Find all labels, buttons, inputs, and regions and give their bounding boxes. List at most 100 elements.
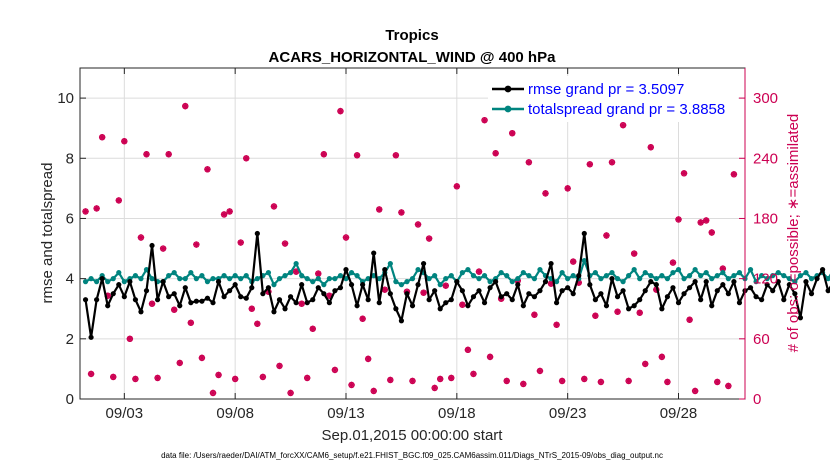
totalspread-point — [287, 270, 294, 276]
rmse-point — [188, 300, 194, 306]
rmse-point — [764, 282, 770, 288]
totalspread-point — [243, 273, 249, 279]
rmse-point — [531, 294, 538, 300]
totalspread-point — [121, 279, 127, 285]
obs-assimilated-marker — [503, 377, 510, 385]
obs-assimilated-marker — [198, 354, 206, 362]
rmse-point — [243, 295, 249, 301]
totalspread-point — [526, 273, 532, 279]
obs-assimilated-marker — [121, 138, 128, 145]
rmse-point — [570, 291, 576, 297]
obs-assimilated-marker — [182, 102, 189, 110]
obs-assimilated-marker — [459, 301, 466, 308]
rmse-point — [520, 303, 526, 309]
rmse-point — [193, 298, 199, 304]
rmse-point — [326, 300, 332, 306]
totalspread-point — [481, 273, 488, 279]
totalspread-point — [565, 276, 571, 282]
rmse-point — [382, 267, 388, 273]
rmse-point — [287, 294, 294, 300]
totalspread-point — [221, 273, 227, 279]
totalspread-point — [448, 273, 454, 279]
obs-assimilated-marker — [603, 232, 610, 239]
legend-spread-label: totalspread grand pr = 3.8858 — [528, 101, 725, 118]
totalspread-point — [387, 260, 393, 267]
obs-assimilated-marker — [353, 152, 361, 159]
obs-assimilated-marker — [680, 170, 688, 177]
totalspread-point — [775, 270, 781, 276]
totalspread-point — [182, 276, 188, 282]
obs-assimilated-marker — [486, 353, 494, 361]
totalspread-point — [792, 279, 798, 285]
legend-rmse-label: rmse grand pr = 3.5097 — [528, 81, 684, 98]
rmse-point — [609, 276, 615, 282]
obs-assimilated-marker — [586, 161, 594, 168]
rmse-point — [371, 250, 377, 256]
obs-assimilated-marker — [143, 151, 150, 158]
legend-rmse-marker — [504, 85, 512, 93]
totalspread-point — [637, 276, 643, 282]
rmse-point — [565, 285, 571, 291]
rmse-point — [132, 297, 139, 303]
obs-assimilated-marker — [475, 268, 483, 275]
obs-assimilated-marker — [653, 286, 660, 293]
obs-assimilated-marker — [686, 316, 693, 323]
totalspread-point — [598, 276, 604, 282]
x-tick-label: 09/18 — [438, 405, 476, 422]
rmse-point — [614, 294, 621, 300]
totalspread-point — [781, 273, 787, 279]
rmse-point — [398, 318, 405, 324]
y-tick-label: 2 — [66, 331, 74, 348]
totalspread-point — [437, 282, 443, 288]
totalspread-point — [664, 276, 671, 282]
totalspread-point — [703, 270, 709, 276]
totalspread-point — [276, 276, 283, 282]
totalspread-point — [105, 279, 111, 285]
obs-assimilated-marker — [115, 197, 122, 204]
obs-assimilated-marker — [481, 116, 488, 124]
obs-assimilated-marker — [348, 381, 355, 389]
totalspread-point — [648, 273, 654, 279]
rmse-point — [348, 282, 355, 288]
obs-assimilated-marker — [425, 235, 433, 242]
y-tick-label: 4 — [66, 271, 74, 288]
rmse-point — [415, 282, 421, 288]
obs-assimilated-marker — [414, 221, 422, 228]
totalspread-point — [720, 270, 726, 276]
y-right-tick-label: 60 — [753, 331, 770, 348]
totalspread-point — [465, 267, 471, 273]
obs-assimilated-marker — [215, 371, 222, 379]
obs-assimilated-marker — [437, 375, 444, 383]
obs-assimilated-marker — [625, 377, 632, 385]
rmse-point — [819, 267, 826, 273]
obs-assimilated-marker — [570, 258, 577, 265]
rmse-point — [210, 300, 216, 306]
rmse-point — [299, 282, 305, 288]
obs-assimilated-marker — [614, 308, 621, 315]
obs-assimilated-marker — [547, 280, 555, 287]
rmse-point — [215, 279, 222, 285]
obs-assimilated-marker — [243, 155, 250, 162]
totalspread-point — [537, 267, 543, 273]
plot-area — [80, 68, 745, 399]
totalspread-point — [509, 279, 515, 285]
totalspread-point — [553, 279, 560, 285]
obs-assimilated-marker — [453, 183, 461, 190]
rmse-point — [703, 279, 709, 285]
rmse-point — [110, 291, 116, 297]
totalspread-point — [238, 276, 244, 282]
rmse-point — [182, 285, 188, 291]
obs-assimilated-marker — [664, 378, 671, 386]
totalspread-point — [398, 282, 405, 288]
legend: rmse grand pr = 3.5097 totalspread grand… — [488, 76, 738, 122]
totalspread-point — [614, 276, 621, 282]
rmse-point — [409, 303, 416, 309]
x-tick-label: 09/03 — [106, 405, 144, 422]
rmse-point — [753, 294, 759, 300]
totalspread-point — [631, 267, 637, 273]
totalspread-point — [409, 276, 416, 282]
obs-assimilated-marker — [292, 268, 300, 275]
rmse-point — [481, 300, 488, 306]
rmse-point — [576, 273, 582, 279]
obs-assimilated-marker — [237, 239, 244, 246]
